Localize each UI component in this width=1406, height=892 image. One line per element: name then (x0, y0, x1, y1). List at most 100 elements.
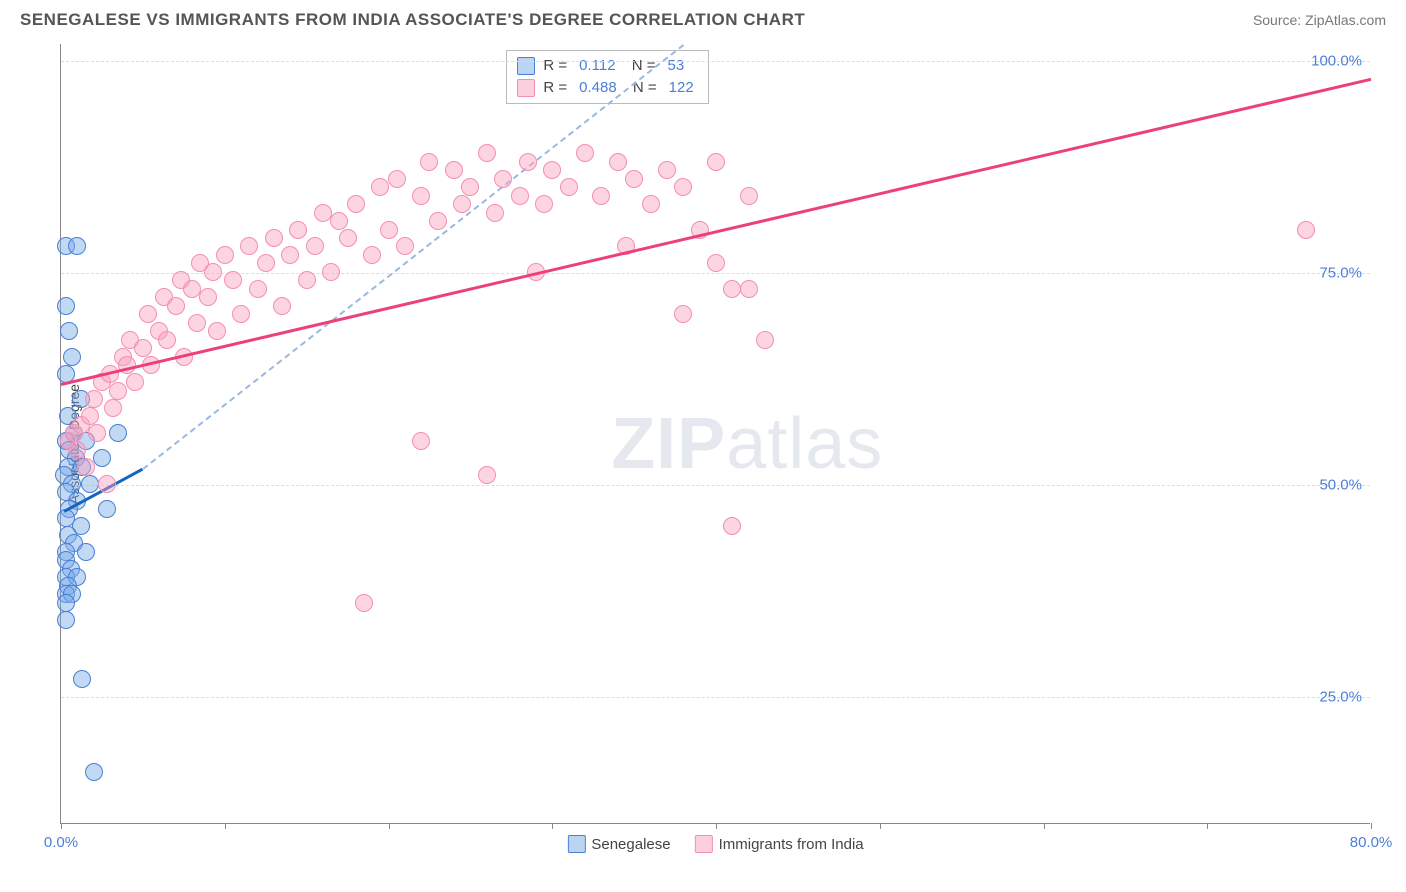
data-point (57, 611, 75, 629)
data-point (257, 254, 275, 272)
data-point (355, 594, 373, 612)
data-point (77, 543, 95, 561)
data-point (188, 314, 206, 332)
data-point (347, 195, 365, 213)
legend-row: R =0.112 N =53 (517, 55, 697, 77)
data-point (249, 280, 267, 298)
plot-canvas: ZIPatlas R =0.112 N =53R =0.488 N =122 S… (60, 44, 1370, 824)
x-tick (1207, 823, 1208, 829)
data-point (560, 178, 578, 196)
data-point (306, 237, 324, 255)
x-tick (880, 823, 881, 829)
data-point (85, 763, 103, 781)
data-point (519, 153, 537, 171)
legend-r-label: R = (543, 77, 567, 99)
data-point (224, 271, 242, 289)
legend-n-label: N = (629, 77, 657, 99)
data-point (183, 280, 201, 298)
data-point (77, 458, 95, 476)
data-point (592, 187, 610, 205)
data-point (543, 161, 561, 179)
x-tick (389, 823, 390, 829)
correlation-legend: R =0.112 N =53R =0.488 N =122 (506, 50, 708, 104)
data-point (104, 399, 122, 417)
data-point (363, 246, 381, 264)
data-point (658, 161, 676, 179)
data-point (81, 475, 99, 493)
legend-swatch (695, 835, 713, 853)
data-point (576, 144, 594, 162)
data-point (642, 195, 660, 213)
legend-swatch (517, 79, 535, 97)
data-point (68, 441, 86, 459)
y-tick-label: 100.0% (1311, 52, 1362, 69)
data-point (625, 170, 643, 188)
legend-item: Immigrants from India (695, 835, 864, 853)
gridline (61, 697, 1370, 698)
data-point (478, 144, 496, 162)
data-point (281, 246, 299, 264)
data-point (204, 263, 222, 281)
legend-n-value: 53 (668, 55, 685, 77)
data-point (486, 204, 504, 222)
data-point (339, 229, 357, 247)
source-label: Source: ZipAtlas.com (1253, 12, 1386, 28)
legend-n-value: 122 (669, 77, 694, 99)
data-point (93, 449, 111, 467)
x-tick (1044, 823, 1045, 829)
data-point (707, 254, 725, 272)
data-point (330, 212, 348, 230)
data-point (445, 161, 463, 179)
data-point (478, 466, 496, 484)
data-point (461, 178, 479, 196)
data-point (126, 373, 144, 391)
x-tick (1371, 823, 1372, 829)
y-tick-label: 50.0% (1319, 476, 1362, 493)
data-point (322, 263, 340, 281)
trend-line (61, 78, 1372, 386)
legend-r-label: R = (543, 55, 567, 77)
x-tick (61, 823, 62, 829)
legend-label: Immigrants from India (719, 836, 864, 853)
watermark: ZIPatlas (611, 403, 883, 485)
data-point (216, 246, 234, 264)
data-point (68, 237, 86, 255)
data-point (314, 204, 332, 222)
data-point (240, 237, 258, 255)
data-point (208, 322, 226, 340)
legend-swatch (517, 57, 535, 75)
chart-title: SENEGALESE VS IMMIGRANTS FROM INDIA ASSO… (20, 10, 805, 30)
data-point (57, 297, 75, 315)
data-point (199, 288, 217, 306)
data-point (412, 432, 430, 450)
data-point (609, 153, 627, 171)
x-tick (552, 823, 553, 829)
data-point (412, 187, 430, 205)
data-point (167, 297, 185, 315)
data-point (158, 331, 176, 349)
legend-r-value: 0.112 (579, 55, 615, 77)
data-point (298, 271, 316, 289)
x-tick (225, 823, 226, 829)
data-point (723, 517, 741, 535)
watermark-bold: ZIP (611, 404, 726, 484)
legend-swatch (567, 835, 585, 853)
gridline (61, 273, 1370, 274)
data-point (273, 297, 291, 315)
data-point (371, 178, 389, 196)
data-point (396, 237, 414, 255)
data-point (674, 305, 692, 323)
data-point (453, 195, 471, 213)
data-point (707, 153, 725, 171)
data-point (85, 390, 103, 408)
data-point (73, 670, 91, 688)
data-point (265, 229, 283, 247)
legend-row: R =0.488 N =122 (517, 77, 697, 99)
data-point (1297, 221, 1315, 239)
data-point (756, 331, 774, 349)
data-point (388, 170, 406, 188)
chart-area: Associate's Degree ZIPatlas R =0.112 N =… (20, 34, 1386, 854)
series-legend: Senegalese Immigrants from India (567, 835, 863, 853)
data-point (723, 280, 741, 298)
legend-item: Senegalese (567, 835, 670, 853)
